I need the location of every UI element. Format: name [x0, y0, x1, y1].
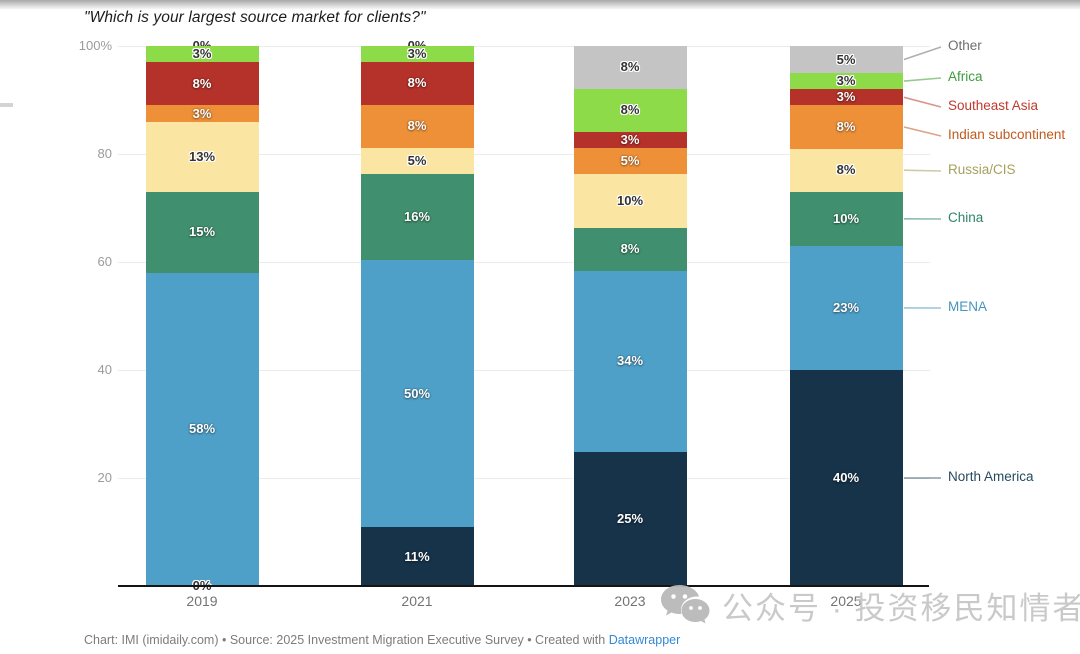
bar-segment[interactable]: [360, 527, 474, 586]
x-axis-tick-label: 2021: [401, 593, 433, 609]
x-axis-tick-label: 2023: [614, 593, 646, 609]
legend-connector: [903, 169, 942, 172]
bar-segment[interactable]: [145, 191, 259, 273]
y-axis-tick-label: 60: [97, 254, 112, 269]
wechat-watermark: 公众号 · 投资移民知情者: [660, 583, 1080, 628]
legend-connector: [903, 46, 942, 61]
bar-segment[interactable]: [789, 89, 903, 106]
bar-segment[interactable]: [360, 259, 474, 528]
x-axis-tick-label: 2019: [186, 593, 218, 609]
x-axis-tick-label: 2025: [830, 593, 862, 609]
bar-segment[interactable]: [145, 272, 259, 586]
legend-label: Africa: [948, 69, 983, 84]
bar-segment[interactable]: [573, 131, 687, 148]
bar-segment[interactable]: [789, 245, 903, 370]
chart-title: "Which is your largest source market for…: [84, 9, 426, 26]
bar-segment[interactable]: [145, 121, 259, 192]
legend-connector: [903, 126, 942, 137]
bar-segment[interactable]: [789, 105, 903, 149]
legend-connector: [903, 77, 942, 82]
y-axis-tick-label: 100%: [78, 38, 112, 53]
bar-segment[interactable]: [789, 148, 903, 192]
bar-segment[interactable]: [573, 452, 687, 586]
y-axis-tick-label: 20: [97, 470, 112, 485]
bar-segment[interactable]: [789, 46, 903, 73]
footer-text: Chart: IMI (imidaily.com) • Source: 2025…: [84, 633, 609, 647]
bar-segment[interactable]: [789, 73, 903, 90]
wechat-icon: [661, 585, 710, 624]
bar-segment[interactable]: [573, 270, 687, 453]
attribution-footer: Chart: IMI (imidaily.com) • Source: 2025…: [84, 633, 680, 647]
bar-segment[interactable]: [360, 46, 474, 63]
bar-segment[interactable]: [145, 62, 259, 106]
bar-segment[interactable]: [573, 147, 687, 175]
left-edge-mark: [0, 103, 13, 107]
y-axis-tick-label: 40: [97, 362, 112, 377]
bar-segment[interactable]: [145, 105, 259, 122]
legend-connector: [903, 96, 942, 108]
bar-segment[interactable]: [789, 370, 903, 586]
top-edge-shadow: [0, 0, 1080, 10]
bar-segment[interactable]: [789, 191, 903, 246]
legend-label: Southeast Asia: [948, 98, 1039, 113]
legend-label: Other: [948, 38, 982, 53]
gridline: [118, 478, 930, 479]
legend-label: China: [948, 210, 984, 225]
bar-segment[interactable]: [360, 104, 474, 148]
bar-segment[interactable]: [360, 174, 474, 260]
bar-segment[interactable]: [573, 46, 687, 89]
gridline: [118, 46, 930, 47]
bar-segment[interactable]: [145, 46, 259, 63]
bar-segment[interactable]: [573, 88, 687, 132]
legend-label: Russia/CIS: [948, 162, 1016, 177]
gridline: [118, 370, 930, 371]
legend-label: Indian subcontinent: [948, 127, 1066, 142]
bar-segment[interactable]: [360, 147, 474, 175]
y-axis-tick-label: 80: [97, 146, 112, 161]
gridline: [118, 262, 930, 263]
legend-label: MENA: [948, 299, 988, 314]
gridline: [118, 154, 930, 155]
watermark-text: 公众号 · 投资移民知情者: [722, 591, 1080, 626]
x-axis-line: [118, 585, 929, 587]
bar-segment[interactable]: [360, 62, 474, 105]
datawrapper-link[interactable]: Datawrapper: [608, 633, 681, 647]
bar-segment[interactable]: [573, 227, 687, 271]
bar-segment[interactable]: [573, 174, 687, 228]
legend-label: North America: [948, 469, 1034, 484]
